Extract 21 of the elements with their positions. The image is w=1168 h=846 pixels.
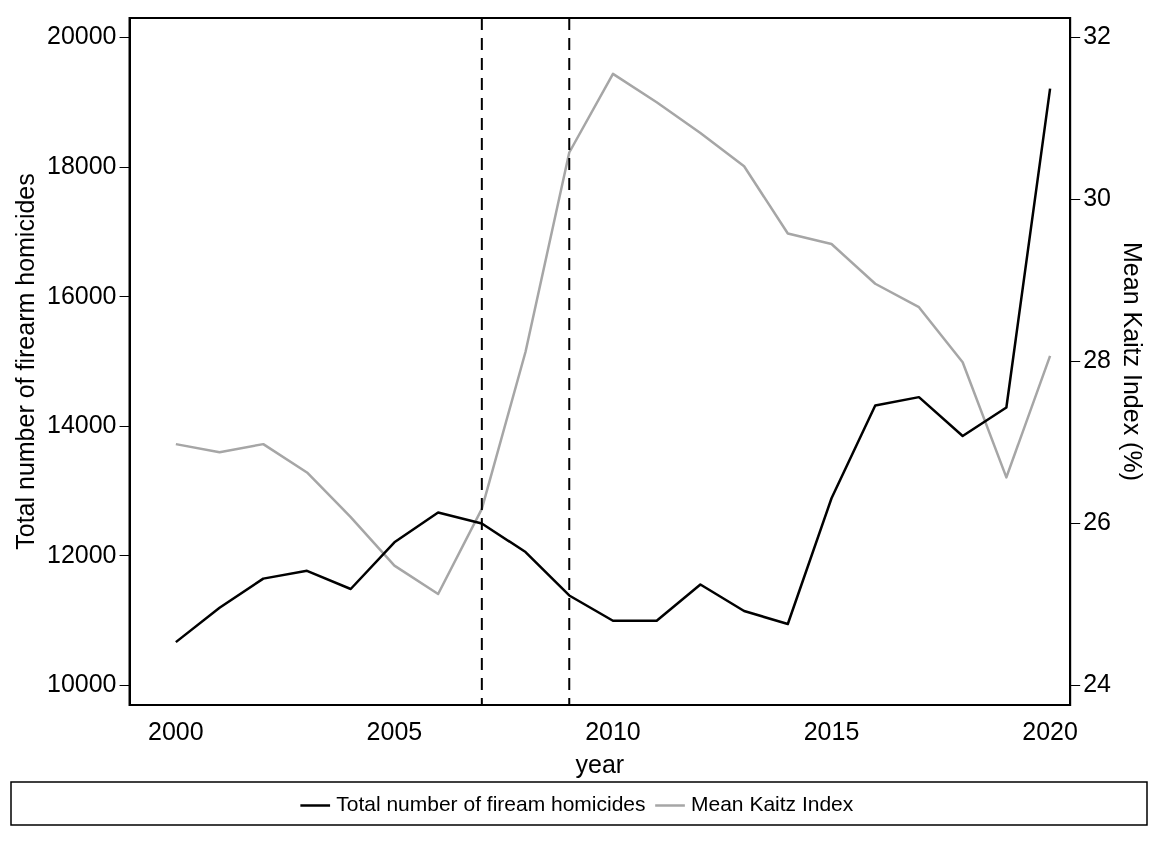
y-tick-label: 14000 xyxy=(46,410,117,439)
legend-label: Mean Kaitz Index xyxy=(691,792,854,816)
x-tick-label: 2010 xyxy=(585,716,641,745)
x-tick-label: 2020 xyxy=(1022,716,1078,745)
y-tick-label: 12000 xyxy=(46,539,117,568)
y2-tick-label: 24 xyxy=(1083,669,1112,698)
y2-tick-label: 30 xyxy=(1083,183,1111,212)
x-axis-title: year xyxy=(575,749,625,778)
x-tick-label: 2000 xyxy=(148,716,204,745)
y-axis-title: Total number of firearm homicides xyxy=(10,173,39,550)
y2-tick-label: 28 xyxy=(1083,345,1111,374)
legend-label: Total number of fiream homicides xyxy=(336,792,646,816)
y2-tick-label: 32 xyxy=(1083,21,1111,50)
y2-tick-label: 26 xyxy=(1083,507,1111,536)
y-tick-label: 20000 xyxy=(46,21,117,50)
y-tick-label: 10000 xyxy=(46,669,117,698)
x-tick-label: 2015 xyxy=(803,716,860,745)
y-tick-label: 16000 xyxy=(46,280,117,309)
y-tick-label: 18000 xyxy=(46,150,117,179)
y2-axis-title: Mean Kaitz Index (%) xyxy=(1119,242,1148,481)
x-tick-label: 2005 xyxy=(366,716,423,745)
